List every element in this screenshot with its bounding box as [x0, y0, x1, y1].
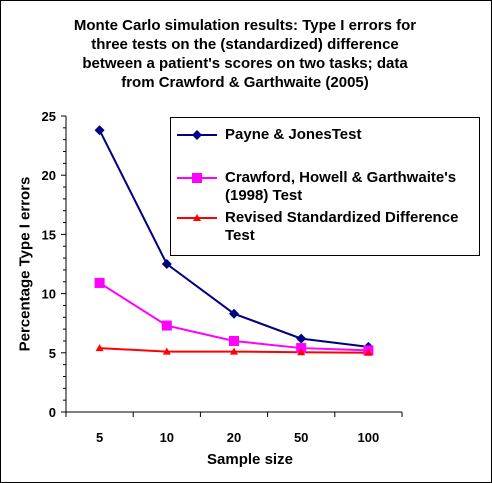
x-tick-label: 100 — [358, 430, 380, 445]
data-point-triangle — [297, 348, 306, 356]
data-point-diamond — [94, 125, 105, 136]
chart-title: Monte Carlo simulation results: Type I e… — [40, 16, 450, 92]
legend-label: Revised Standardized Difference Test — [225, 209, 475, 245]
chart-title-line: from Crawford & Garthwaite (2005) — [121, 74, 369, 91]
chart-title-line: Monte Carlo simulation results: Type I e… — [73, 17, 417, 34]
legend-label-line: Revised Standardized Difference — [225, 209, 459, 226]
legend-swatch-diamond — [177, 130, 217, 140]
data-point-square — [229, 335, 239, 346]
data-point-triangle — [95, 344, 104, 352]
legend-swatch-square — [177, 173, 217, 183]
data-point-diamond — [161, 259, 172, 269]
data-point-square — [161, 320, 172, 331]
legend-swatch-triangle — [177, 214, 217, 221]
legend-label-line: Payne & JonesTest — [225, 126, 362, 143]
data-point-triangle — [162, 347, 171, 355]
data-point-square — [94, 277, 105, 288]
x-tick-label: 50 — [294, 430, 308, 445]
data-point-diamond — [229, 308, 239, 319]
x-tick-label: 10 — [160, 430, 174, 445]
data-point-square — [296, 343, 307, 354]
series-layer — [94, 125, 374, 356]
y-tick-label: 15 — [42, 227, 56, 242]
data-point-triangle — [230, 347, 238, 355]
x-tick-label: 5 — [96, 430, 103, 445]
chart-title-line: three tests on the (standardized) differ… — [91, 36, 399, 53]
legend-label-line: Crawford, Howell & Garthwaite's — [225, 169, 457, 186]
chart-title-line: between a patient's scores on two tasks;… — [82, 55, 408, 72]
y-tick-label: 10 — [42, 287, 56, 302]
y-tick-label: 20 — [42, 168, 56, 183]
legend-label-line: (1998) Test — [225, 187, 303, 204]
legend-label: Crawford, Howell & Garthwaite's (1998) T… — [225, 169, 475, 205]
data-point-diamond — [296, 333, 307, 344]
x-axis-title: Sample size — [207, 451, 293, 468]
y-tick-label: 25 — [42, 109, 56, 124]
y-axis-title-text: Percentage Type I errors — [16, 176, 34, 352]
legend: Payne & JonesTest Crawford, Howell & Gar… — [170, 117, 480, 256]
y-tick-label: 0 — [49, 405, 56, 420]
axes: 0 5 10 15 20 25 5 10 20 50 100 — [42, 109, 403, 445]
data-point-triangle — [364, 348, 373, 356]
legend-label: Payne & JonesTest — [225, 126, 475, 144]
x-tick-label: 20 — [227, 430, 241, 445]
legend-label-line: Test — [225, 227, 255, 244]
y-tick-label: 5 — [49, 346, 56, 361]
